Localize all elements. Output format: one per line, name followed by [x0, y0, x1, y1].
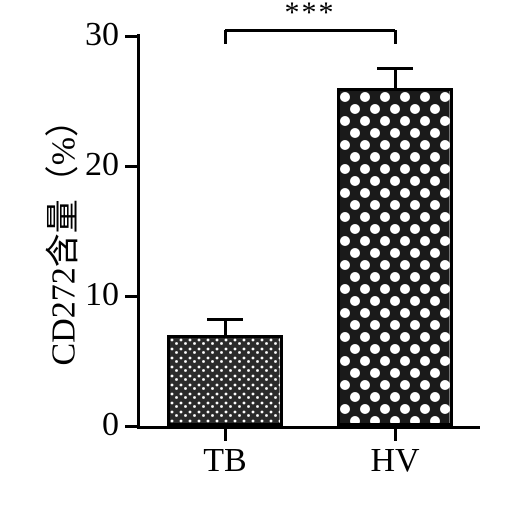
bar-chart: CD272含量（%） *** 0 10 20 30 TB HV — [0, 0, 521, 511]
y-tick — [125, 165, 137, 168]
bar-fill-hv — [340, 91, 450, 423]
x-axis — [137, 426, 480, 429]
bar-tb — [167, 335, 283, 426]
significance-bracket-top — [225, 29, 395, 32]
significance-bracket-drop-1 — [394, 30, 397, 44]
error-cap-tb — [207, 318, 243, 321]
x-tick — [224, 429, 227, 441]
significance-stars: *** — [270, 0, 350, 30]
y-tick — [125, 425, 137, 428]
error-bar-tb — [224, 319, 227, 335]
bar-hv — [337, 88, 453, 426]
y-tick-label: 20 — [63, 146, 119, 184]
x-tick — [394, 429, 397, 441]
y-axis-title: CD272含量（%） — [36, 106, 85, 366]
y-tick — [125, 295, 137, 298]
x-label-hv: HV — [345, 442, 445, 480]
y-axis — [137, 34, 140, 428]
error-cap-hv — [377, 67, 413, 70]
x-label-tb: TB — [175, 442, 275, 480]
y-tick-label: 0 — [63, 406, 119, 444]
y-tick — [125, 35, 137, 38]
y-tick-label: 10 — [63, 276, 119, 314]
significance-bracket-drop-0 — [224, 30, 227, 44]
y-tick-label: 30 — [63, 16, 119, 54]
error-bar-hv — [394, 69, 397, 89]
bar-fill-tb — [170, 338, 280, 423]
